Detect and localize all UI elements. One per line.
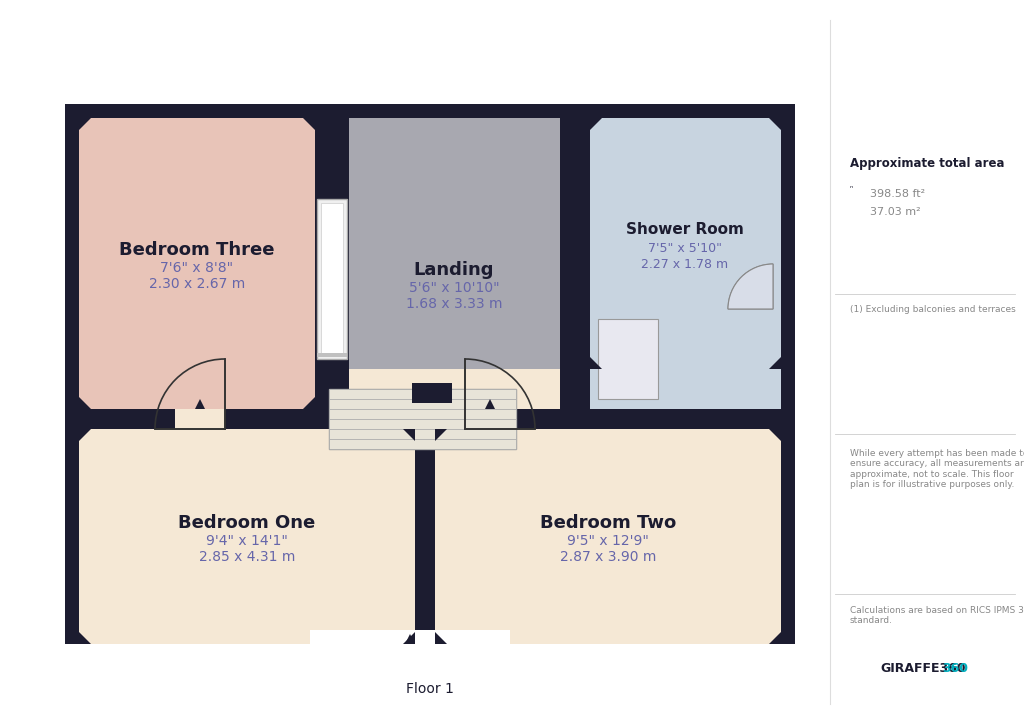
Polygon shape [785,334,795,344]
Bar [321,203,343,355]
Polygon shape [403,429,415,441]
Text: Landing: Landing [414,261,495,279]
Bar [315,104,349,409]
Polygon shape [769,118,781,130]
Text: Bedroom Two: Bedroom Two [540,514,676,532]
Polygon shape [769,429,781,441]
Bar [329,389,516,399]
Text: 7'6" x 8'8": 7'6" x 8'8" [161,261,233,275]
Text: 9'4" x 14'1": 9'4" x 14'1" [206,534,288,548]
Text: 360: 360 [942,662,968,675]
Bar [329,409,516,419]
Text: 37.03 m²: 37.03 m² [870,207,921,217]
Polygon shape [590,118,602,130]
Polygon shape [435,632,447,644]
Polygon shape [590,357,602,369]
Bar [560,369,795,409]
Polygon shape [195,399,205,409]
Text: 9'5" x 12'9": 9'5" x 12'9" [567,534,649,548]
Bar [349,118,560,409]
Polygon shape [785,252,795,262]
Text: 398.58 ft²: 398.58 ft² [870,189,925,199]
Polygon shape [406,634,415,644]
Text: 2.27 x 1.78 m: 2.27 x 1.78 m [641,258,728,271]
Text: Floor 1: Floor 1 [407,682,454,696]
Text: ⁿ: ⁿ [850,184,853,193]
Polygon shape [303,397,315,409]
Bar [590,369,781,409]
Bar [175,409,225,429]
Text: GIRAFFE360: GIRAFFE360 [880,662,966,675]
Bar [329,419,516,429]
Text: While every attempt has been made to
ensure accuracy, all measurements are
appro: While every attempt has been made to ens… [850,449,1024,489]
Polygon shape [65,252,75,262]
Text: 5'6" x 10'10": 5'6" x 10'10" [409,281,500,295]
Polygon shape [65,532,75,542]
Text: 2.85 x 4.31 m: 2.85 x 4.31 m [199,550,295,564]
Wedge shape [728,264,773,309]
Bar [329,439,516,449]
Bar [329,389,516,449]
Bar [65,409,795,429]
Bar [329,383,546,409]
Bar [415,429,435,644]
Polygon shape [769,632,781,644]
Bar [310,630,510,644]
Text: Shower Room: Shower Room [626,222,744,237]
Text: 1.68 x 3.33 m: 1.68 x 3.33 m [406,297,502,311]
Text: (1) Excluding balconies and terraces: (1) Excluding balconies and terraces [850,305,1016,313]
Polygon shape [785,532,795,542]
Polygon shape [79,429,91,441]
Text: Bedroom One: Bedroom One [178,514,315,532]
Polygon shape [403,632,415,644]
Bar [315,118,560,369]
Bar [317,199,347,359]
Polygon shape [769,357,781,369]
Bar [65,104,795,644]
Bar [465,409,515,429]
Bar [329,429,516,439]
Polygon shape [79,632,91,644]
Bar [590,118,781,369]
Polygon shape [79,397,91,409]
Text: Bedroom Three: Bedroom Three [119,241,274,259]
Bar [412,383,452,403]
Bar [317,353,347,357]
Bar [79,429,415,644]
Bar [598,319,658,399]
Text: Approximate total area: Approximate total area [850,158,1005,170]
Polygon shape [435,429,447,441]
Polygon shape [485,399,495,409]
Polygon shape [79,118,91,130]
Polygon shape [303,118,315,130]
Text: 7'5" x 5'10": 7'5" x 5'10" [648,242,722,255]
Text: Calculations are based on RICS IPMS 3C
standard.: Calculations are based on RICS IPMS 3C s… [850,606,1024,626]
Wedge shape [728,264,773,309]
Bar [728,264,773,309]
Polygon shape [305,409,315,419]
Bar [329,399,516,409]
Text: 2.87 x 3.90 m: 2.87 x 3.90 m [560,550,656,564]
Bar [79,118,315,409]
Text: 2.30 x 2.67 m: 2.30 x 2.67 m [148,277,245,291]
Bar [435,429,781,644]
Bar [560,104,590,409]
